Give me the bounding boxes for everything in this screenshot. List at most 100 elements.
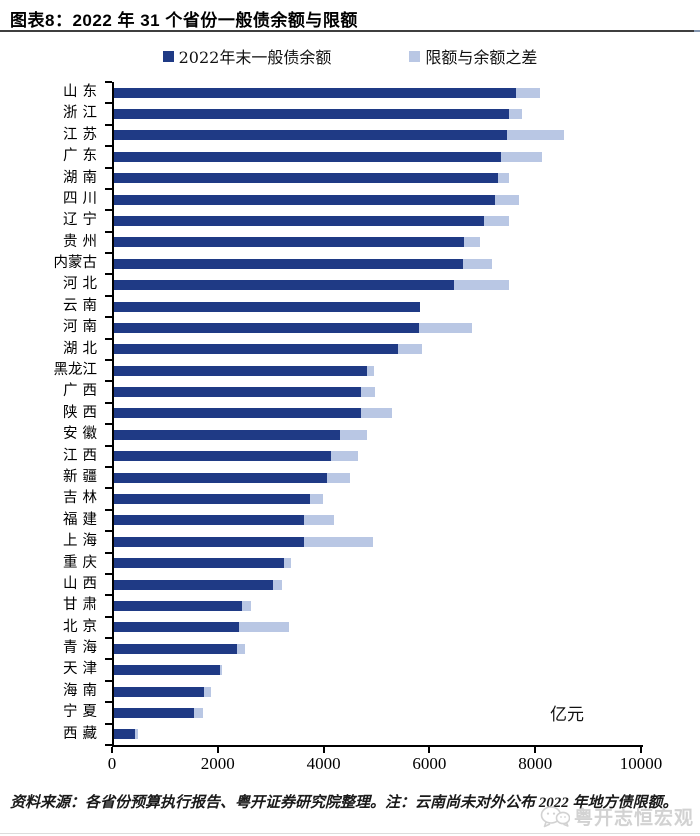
bar-row <box>114 553 643 574</box>
bar-row <box>114 638 643 659</box>
province-label: 新疆 <box>63 468 102 485</box>
diff-bar <box>398 344 423 355</box>
bar-row <box>114 681 643 702</box>
y-axis-tick <box>105 166 112 169</box>
y-axis-tick <box>105 444 112 447</box>
province-label: 江西 <box>63 447 102 464</box>
province-label: 广东 <box>63 148 102 165</box>
y-axis-tick <box>105 637 112 640</box>
bar-chart-plot-area <box>112 82 643 747</box>
province-label: 黑龙江 <box>53 362 98 379</box>
diff-bar <box>134 729 138 740</box>
x-axis-tick <box>322 747 325 753</box>
bar-row <box>114 189 643 210</box>
bar-row <box>114 702 643 723</box>
balance-bar <box>114 643 238 654</box>
y-axis-tick <box>105 252 112 255</box>
diff-bar <box>454 280 510 291</box>
bar-row <box>114 360 643 381</box>
y-axis-tick <box>105 230 112 233</box>
bar-row <box>114 317 643 338</box>
bar-row <box>114 146 643 167</box>
balance-bar <box>114 558 285 569</box>
diff-bar <box>501 151 543 162</box>
bar-row <box>114 574 643 595</box>
y-axis-tick <box>105 722 112 725</box>
province-label: 吉林 <box>63 490 102 507</box>
diff-bar <box>419 322 473 333</box>
y-axis-tick <box>105 615 112 618</box>
balance-bar <box>114 280 455 291</box>
province-label: 福建 <box>63 511 102 528</box>
province-label: 辽宁 <box>63 212 102 229</box>
balance-bar <box>114 429 341 440</box>
axis-unit-label: 亿元 <box>550 705 584 725</box>
diff-bar <box>242 600 251 611</box>
balance-bar <box>114 387 362 398</box>
diff-bar <box>340 429 368 440</box>
province-label: 天津 <box>63 661 102 678</box>
diff-bar <box>361 387 376 398</box>
y-axis-tick <box>105 679 112 682</box>
x-axis-tick-label: 2000 <box>200 754 235 773</box>
y-axis-tick <box>105 508 112 511</box>
watermark-text: 粤开志恒宏观 <box>573 808 694 829</box>
y-axis-tick <box>105 316 112 319</box>
diff-bar <box>309 494 323 505</box>
balance-bar <box>114 665 221 676</box>
y-axis-tick <box>105 187 112 190</box>
balance-bar <box>114 686 204 697</box>
y-axis-tick <box>105 359 112 362</box>
y-axis-tick <box>105 658 112 661</box>
legend-swatch-balance <box>162 50 174 62</box>
bar-row <box>114 274 643 295</box>
y-axis-tick <box>105 530 112 533</box>
x-axis-tick <box>640 747 642 753</box>
legend-label-balance: 2022年末一般债余额 <box>178 48 332 67</box>
province-label: 西藏 <box>63 725 102 742</box>
diff-bar <box>284 558 292 569</box>
y-axis-tick <box>105 572 112 575</box>
balance-bar <box>114 322 420 333</box>
y-axis-tick <box>105 209 112 212</box>
bar-row <box>114 467 643 488</box>
y-axis-tick <box>105 380 112 383</box>
x-axis-tick <box>111 747 113 753</box>
figure-title: 图表8：2022 年 31 个省份一般债余额与限额 <box>10 11 358 30</box>
x-axis-tick-label: 0 <box>107 754 117 773</box>
watermark: 粤开志恒宏观 <box>540 803 694 830</box>
diff-bar <box>326 472 351 483</box>
chat-bubbles-icon <box>540 805 570 827</box>
diff-bar <box>497 173 509 184</box>
y-axis-tick <box>105 594 112 597</box>
bar-row <box>114 595 643 616</box>
balance-bar <box>114 536 304 547</box>
y-axis-tick <box>105 744 112 746</box>
bar-row <box>114 403 643 424</box>
diff-bar <box>193 707 203 718</box>
legend-item-diff: 限额与余额之差 <box>409 44 537 68</box>
province-label: 江苏 <box>63 126 102 143</box>
diff-bar <box>237 643 246 654</box>
y-axis-tick <box>105 401 112 404</box>
title-divider-tip <box>694 30 700 32</box>
y-axis-tick <box>105 102 112 105</box>
x-axis-tick <box>534 747 537 753</box>
bar-row <box>114 424 643 445</box>
bar-row <box>114 168 643 189</box>
diff-bar <box>273 579 283 590</box>
y-axis-tick <box>105 81 112 83</box>
y-axis-tick <box>105 273 112 276</box>
diff-bar <box>303 536 374 547</box>
bottom-divider <box>0 833 700 834</box>
x-axis-tick-label: 8000 <box>518 754 553 773</box>
balance-bar <box>114 365 368 376</box>
balance-bar <box>114 729 135 740</box>
balance-bar <box>114 451 331 462</box>
bar-row <box>114 125 643 146</box>
bar-row <box>114 381 643 402</box>
bar-row <box>114 82 643 103</box>
legend-label-diff: 限额与余额之差 <box>425 48 538 67</box>
province-label: 北京 <box>63 618 102 635</box>
bar-row <box>114 617 643 638</box>
